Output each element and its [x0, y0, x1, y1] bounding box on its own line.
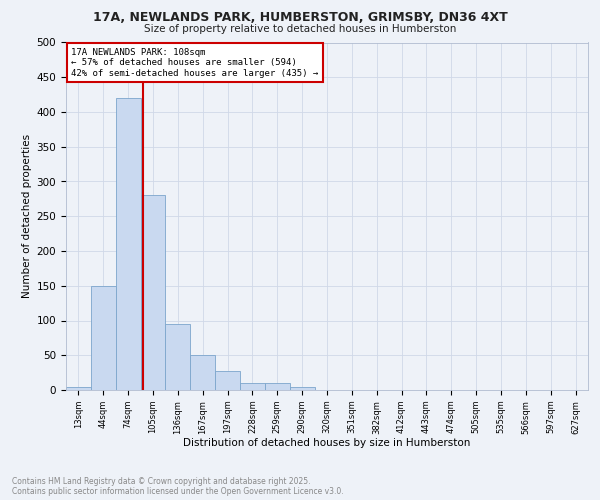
- Bar: [240, 383, 265, 390]
- Bar: [116, 98, 140, 390]
- Bar: [190, 355, 215, 390]
- Bar: [66, 386, 91, 390]
- Bar: [215, 370, 240, 390]
- Y-axis label: Number of detached properties: Number of detached properties: [22, 134, 32, 298]
- Bar: [166, 324, 190, 390]
- Text: Size of property relative to detached houses in Humberston: Size of property relative to detached ho…: [144, 24, 456, 34]
- Text: 17A NEWLANDS PARK: 108sqm
← 57% of detached houses are smaller (594)
42% of semi: 17A NEWLANDS PARK: 108sqm ← 57% of detac…: [71, 48, 319, 78]
- Bar: [140, 196, 166, 390]
- Text: Contains HM Land Registry data © Crown copyright and database right 2025.
Contai: Contains HM Land Registry data © Crown c…: [12, 476, 344, 496]
- X-axis label: Distribution of detached houses by size in Humberston: Distribution of detached houses by size …: [184, 438, 470, 448]
- Bar: [265, 383, 290, 390]
- Text: 17A, NEWLANDS PARK, HUMBERSTON, GRIMSBY, DN36 4XT: 17A, NEWLANDS PARK, HUMBERSTON, GRIMSBY,…: [92, 11, 508, 24]
- Bar: [91, 286, 116, 390]
- Bar: [290, 386, 314, 390]
